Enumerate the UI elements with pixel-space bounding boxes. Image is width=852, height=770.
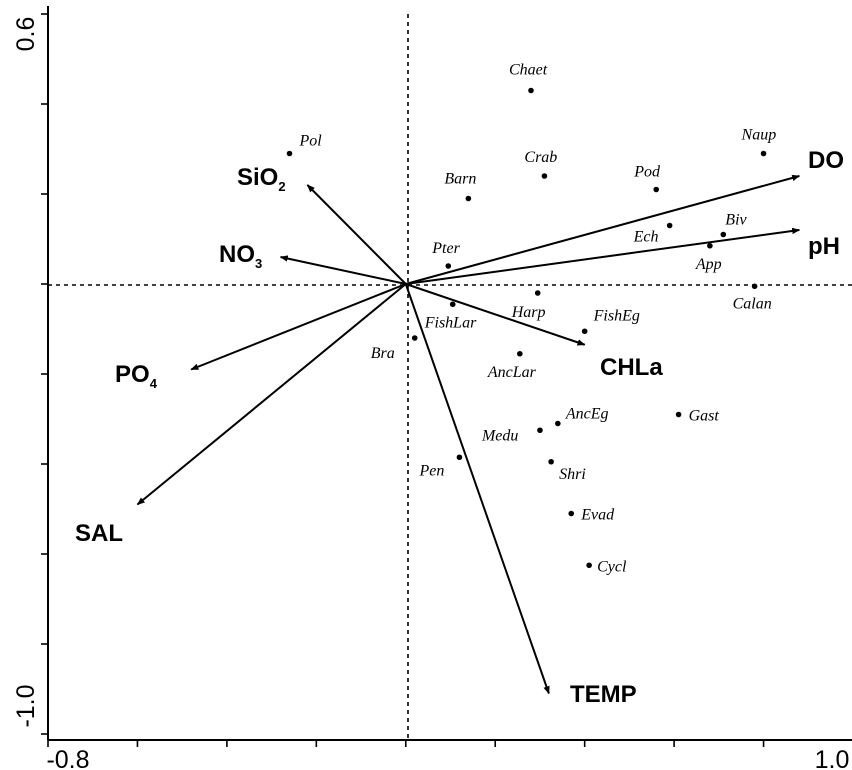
species-point-pen <box>456 454 463 461</box>
species-point-pol <box>286 150 293 157</box>
vector-label-sio2-text: SiO <box>237 164 278 191</box>
species-label-pen: Pen <box>418 462 444 479</box>
vector-label-do: DO <box>808 147 844 174</box>
vector-label-no3-subscript: 3 <box>255 256 262 271</box>
species-label-bra: Bra <box>371 345 395 362</box>
vector-arrow-temp <box>404 283 550 695</box>
x-tick-label-max: 1.0 <box>815 746 850 770</box>
species-point-ech <box>666 222 673 229</box>
species-point-harp <box>534 290 541 296</box>
species-label-evad: Evad <box>580 507 615 524</box>
species-label-harp: Harp <box>511 304 546 321</box>
vector-label-no3: NO3 <box>219 241 262 271</box>
species-point-anceg <box>555 420 561 427</box>
vector-arrow-ph <box>405 227 801 285</box>
vector-arrow-chla <box>405 283 586 346</box>
vector-label-sal: SAL <box>75 520 123 547</box>
species-point-app <box>707 242 713 249</box>
species-point-naup <box>760 150 767 157</box>
vector-label-sio2: SiO2 <box>237 164 286 194</box>
species-label-medu: Medu <box>481 427 518 444</box>
species-label-fisheg: FishEg <box>593 307 640 324</box>
vector-arrow-sal <box>136 283 407 506</box>
species-point-calan <box>751 283 758 290</box>
vector-arrow-po4 <box>190 283 407 371</box>
vector-arrow-do <box>405 174 801 285</box>
vector-arrow-no3 <box>279 255 406 285</box>
species-label-naup: Naup <box>741 127 777 144</box>
species-label-biv: Biv <box>725 212 747 229</box>
vector-label-no3-text: NO <box>219 241 255 268</box>
species-label-crab: Crab <box>524 149 557 166</box>
vector-label-chla: CHLa <box>600 354 663 381</box>
species-point-chaet <box>528 87 534 94</box>
species-point-biv <box>720 231 727 238</box>
species-label-cycl: Cycl <box>597 558 627 575</box>
vector-label-po4: PO4 <box>115 361 158 391</box>
species-point-cycl <box>586 562 592 569</box>
species-label-pod: Pod <box>633 164 661 181</box>
species-label-chaet: Chaet <box>509 62 548 79</box>
species-point-bra <box>411 335 418 341</box>
vector-label-po4-subscript: 4 <box>150 376 158 391</box>
species-label-anceg: AncEg <box>565 406 609 423</box>
species-point-shri <box>548 458 554 465</box>
species-point-pter <box>445 263 452 269</box>
species-label-app: App <box>695 256 722 273</box>
x-tick-label-min: -0.8 <box>46 746 89 770</box>
vector-label-sio2-subscript: 2 <box>278 179 285 194</box>
species-point-pod <box>653 186 660 193</box>
y-tick-label-min: -1.0 <box>12 684 40 727</box>
species-label-fishlar: FishLar <box>424 314 477 331</box>
vector-arrow-sio2 <box>306 184 407 285</box>
species-label-gast: Gast <box>689 408 720 425</box>
species-point-crab <box>541 173 548 179</box>
species-point-medu <box>537 427 543 434</box>
species-label-pol: Pol <box>299 133 323 150</box>
vector-label-temp: TEMP <box>570 681 637 708</box>
species-label-barn: Barn <box>444 171 476 188</box>
species-label-calan: Calan <box>733 295 772 312</box>
species-label-shri: Shri <box>559 466 586 483</box>
vector-label-po4-text: PO <box>115 361 150 388</box>
species-label-pter: Pter <box>431 240 460 257</box>
species-point-fisheg <box>581 328 588 335</box>
species-label-ech: Ech <box>633 229 659 246</box>
vector-label-ph: pH <box>808 233 840 260</box>
species-point-anclar <box>517 350 523 357</box>
species-point-gast <box>675 411 682 418</box>
species-point-barn <box>465 195 472 202</box>
species-point-evad <box>568 510 575 517</box>
species-point-fishlar <box>449 301 456 308</box>
species-label-anclar: AncLar <box>487 364 537 381</box>
y-tick-label-max: 0.6 <box>12 17 40 52</box>
